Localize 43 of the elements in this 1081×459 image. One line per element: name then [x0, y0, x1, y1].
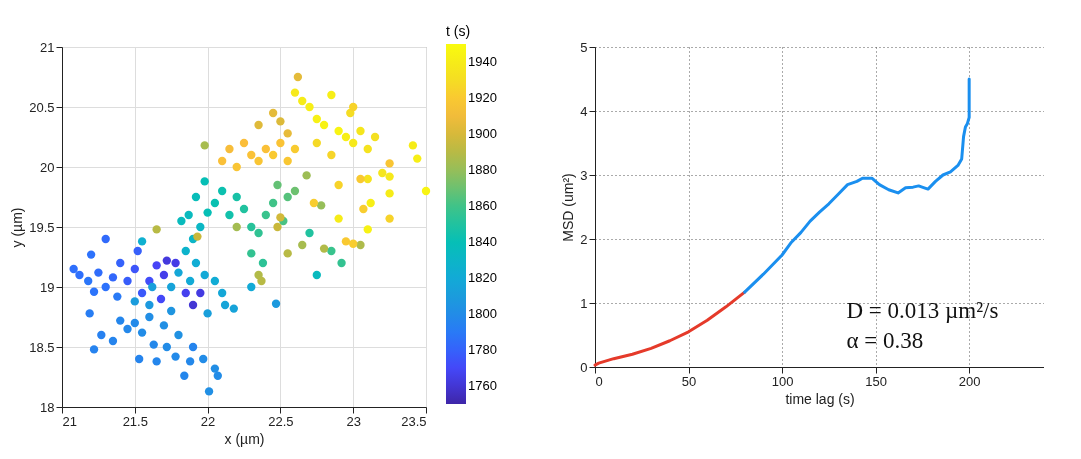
- y-tick-label: 1: [580, 295, 588, 311]
- line-series: [743, 77, 971, 294]
- x-tick-label: 50: [681, 373, 697, 389]
- y-tick-label: 5: [580, 39, 588, 55]
- y-tick-label: 18: [40, 399, 55, 415]
- color-bar-label: 1880: [468, 162, 497, 177]
- color-bar-label: 1920: [468, 90, 497, 105]
- color-bar-label: 1940: [468, 54, 497, 69]
- x-axis-title: time lag (s): [785, 390, 855, 407]
- color-bar-label: 1860: [468, 198, 497, 213]
- x-tick-label: 21.5: [122, 413, 148, 429]
- x-tick-label: 22.5: [268, 413, 294, 429]
- x-axis-title: x (µm): [224, 430, 265, 447]
- color-bar-label: 1820: [468, 270, 497, 285]
- x-tick-label: 21: [62, 413, 77, 429]
- x-tick-label: 100: [771, 373, 794, 389]
- y-tick-label: 20.5: [29, 99, 55, 115]
- color-bar-label: 1780: [468, 342, 497, 357]
- x-tick-label: 0: [595, 373, 603, 389]
- color-bar-label: 1760: [468, 378, 497, 393]
- y-tick-label: 3: [580, 167, 588, 183]
- color-bar-title: t (s): [446, 23, 471, 39]
- annotation: D = 0.013 µm²/s: [846, 298, 999, 323]
- y-tick-label: 21: [40, 39, 55, 55]
- y-tick-label: 19.5: [29, 219, 55, 235]
- y-tick-label: 4: [580, 103, 588, 119]
- x-tick-label: 23: [346, 413, 361, 429]
- x-tick-label: 22: [200, 413, 216, 429]
- annotation: α = 0.38: [846, 328, 924, 353]
- line-series: [593, 290, 747, 367]
- x-tick-label: 200: [958, 373, 981, 389]
- y-axis-title: MSD (um²): [560, 173, 577, 242]
- color-bar-label: 1840: [468, 234, 497, 249]
- y-tick-label: 0: [580, 359, 588, 375]
- y-axis-title: y (µm): [9, 207, 26, 248]
- color-bar-label: 1800: [468, 306, 497, 321]
- y-tick-label: 2: [580, 231, 588, 247]
- y-tick-label: 19: [40, 279, 55, 295]
- y-tick-label: 20: [40, 159, 55, 175]
- color-bar-label: 1900: [468, 126, 497, 141]
- y-tick-label: 18.5: [29, 339, 55, 355]
- x-tick-label: 150: [865, 373, 887, 389]
- x-tick-label: 23.5: [401, 413, 427, 429]
